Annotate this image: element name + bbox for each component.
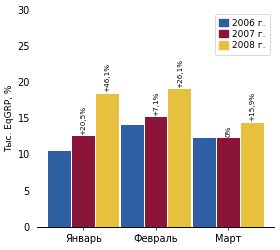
Bar [217,138,240,227]
Y-axis label: Тыс. EqGRP, %: Тыс. EqGRP, % [6,84,15,152]
Bar [48,152,71,227]
Bar [168,89,191,227]
Text: +7,1%: +7,1% [153,92,159,116]
Bar [96,94,119,227]
Text: +20,5%: +20,5% [80,106,87,135]
Text: +46,1%: +46,1% [104,63,110,92]
Bar [241,122,264,227]
Legend: 2006 г., 2007 г., 2008 г.: 2006 г., 2007 г., 2008 г. [215,14,270,54]
Bar [193,138,216,227]
Text: 0%: 0% [225,126,232,137]
Text: +26,1%: +26,1% [177,59,183,88]
Bar [144,118,167,227]
Bar [121,126,144,227]
Text: +15,9%: +15,9% [249,92,255,121]
Bar [72,136,95,227]
